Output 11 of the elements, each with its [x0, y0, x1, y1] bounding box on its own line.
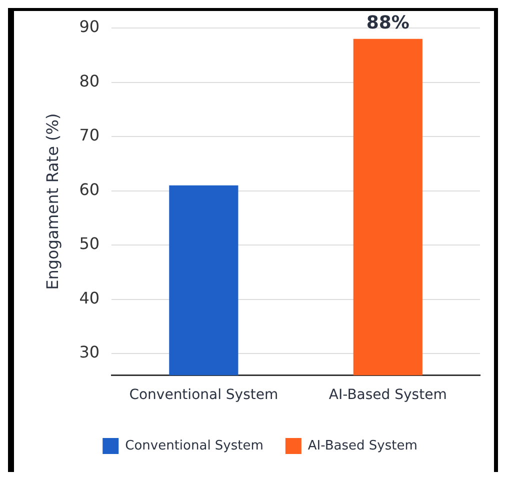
y-tick-label: 40	[79, 288, 100, 308]
legend-label: AI-Based System	[308, 438, 418, 454]
y-tick-label: 30	[79, 342, 100, 362]
y-tick-label: 90	[79, 17, 100, 36]
data-label: 88%	[366, 12, 410, 34]
y-tick-label: 60	[79, 180, 100, 199]
y-axis-title: Engogament Rate (%)	[42, 113, 62, 290]
legend-label: Conventional System	[125, 438, 264, 454]
y-tick-label: 50	[79, 234, 100, 254]
y-tick-label: 80	[79, 71, 100, 90]
y-tick-label: 70	[79, 126, 100, 145]
